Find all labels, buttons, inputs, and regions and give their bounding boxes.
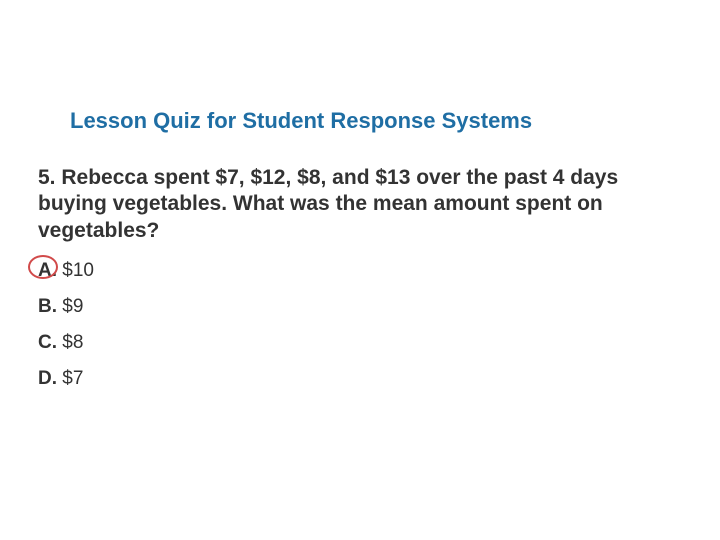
option-d[interactable]: D. $7 xyxy=(38,368,94,390)
question-block: 5. Rebecca spent $7, $12, $8, and $13 ov… xyxy=(38,165,680,244)
question-text: Rebecca spent $7, $12, $8, and $13 over … xyxy=(38,166,618,242)
option-a[interactable]: A. $10 xyxy=(38,260,94,282)
options-list: A. $10 B. $9 C. $8 D. $7 xyxy=(38,260,94,404)
option-text: $8 xyxy=(62,332,83,353)
option-text: $7 xyxy=(62,368,83,389)
option-text: $9 xyxy=(62,296,83,317)
option-text: $10 xyxy=(62,260,94,281)
option-label: C. xyxy=(38,332,57,353)
option-label: A. xyxy=(38,260,57,281)
option-label: D. xyxy=(38,368,57,389)
slide-title: Lesson Quiz for Student Response Systems xyxy=(70,108,680,134)
question-number: 5. xyxy=(38,166,56,189)
quiz-slide: Lesson Quiz for Student Response Systems… xyxy=(0,0,720,540)
option-label: B. xyxy=(38,296,57,317)
option-c[interactable]: C. $8 xyxy=(38,332,94,354)
option-b[interactable]: B. $9 xyxy=(38,296,94,318)
